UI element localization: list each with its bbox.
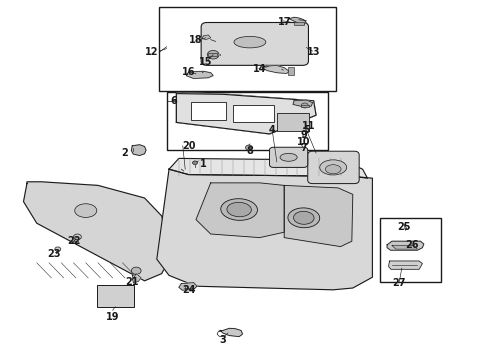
Ellipse shape bbox=[234, 36, 266, 48]
Text: 13: 13 bbox=[307, 47, 320, 57]
Polygon shape bbox=[157, 169, 372, 290]
Bar bbox=[97, 285, 134, 307]
FancyBboxPatch shape bbox=[270, 147, 308, 167]
Polygon shape bbox=[387, 241, 424, 250]
Bar bbox=[380, 218, 441, 282]
Polygon shape bbox=[169, 158, 368, 178]
Text: 7: 7 bbox=[300, 143, 307, 153]
Text: 11: 11 bbox=[302, 121, 316, 131]
Bar bbox=[191, 102, 226, 120]
Text: 21: 21 bbox=[125, 276, 139, 287]
Polygon shape bbox=[289, 17, 306, 24]
FancyBboxPatch shape bbox=[201, 22, 308, 65]
Ellipse shape bbox=[288, 208, 319, 228]
Text: 5: 5 bbox=[303, 125, 310, 135]
Ellipse shape bbox=[227, 202, 251, 217]
Polygon shape bbox=[186, 71, 213, 78]
Polygon shape bbox=[176, 94, 316, 134]
Text: 8: 8 bbox=[246, 146, 253, 156]
Polygon shape bbox=[202, 35, 211, 40]
Polygon shape bbox=[132, 274, 141, 283]
Polygon shape bbox=[392, 246, 417, 249]
Bar bbox=[233, 105, 274, 122]
Circle shape bbox=[74, 234, 81, 240]
Text: 17: 17 bbox=[277, 17, 291, 27]
Ellipse shape bbox=[294, 211, 314, 224]
Polygon shape bbox=[389, 261, 422, 269]
Text: 16: 16 bbox=[182, 67, 196, 77]
Ellipse shape bbox=[221, 199, 257, 220]
Ellipse shape bbox=[325, 165, 341, 174]
Ellipse shape bbox=[280, 153, 297, 161]
Polygon shape bbox=[220, 328, 243, 337]
Circle shape bbox=[245, 145, 252, 150]
Polygon shape bbox=[196, 183, 284, 238]
Polygon shape bbox=[176, 93, 316, 134]
Text: 1: 1 bbox=[200, 159, 207, 169]
Circle shape bbox=[55, 247, 61, 251]
Bar bbox=[159, 7, 336, 91]
Text: 14: 14 bbox=[253, 64, 267, 74]
Bar bbox=[167, 92, 328, 150]
Ellipse shape bbox=[319, 160, 347, 175]
Polygon shape bbox=[284, 185, 353, 247]
Bar bbox=[294, 22, 304, 25]
Text: 15: 15 bbox=[199, 57, 213, 67]
Circle shape bbox=[207, 50, 219, 59]
Polygon shape bbox=[131, 145, 146, 156]
Polygon shape bbox=[262, 66, 289, 73]
Text: 4: 4 bbox=[269, 125, 275, 135]
Text: 18: 18 bbox=[189, 35, 203, 45]
Polygon shape bbox=[24, 182, 169, 281]
Circle shape bbox=[131, 267, 141, 274]
Text: 20: 20 bbox=[182, 141, 196, 151]
Circle shape bbox=[301, 103, 308, 108]
Text: 2: 2 bbox=[122, 148, 128, 158]
Text: 9: 9 bbox=[300, 130, 307, 140]
Bar bbox=[208, 53, 217, 56]
Text: 24: 24 bbox=[182, 285, 196, 295]
Bar bbox=[301, 105, 309, 107]
Bar bbox=[288, 67, 294, 75]
Text: 6: 6 bbox=[171, 96, 177, 106]
Text: 23: 23 bbox=[47, 249, 61, 259]
Circle shape bbox=[193, 161, 197, 165]
Text: 25: 25 bbox=[397, 222, 411, 232]
Text: 3: 3 bbox=[220, 335, 226, 345]
Text: 10: 10 bbox=[297, 137, 311, 147]
Text: 26: 26 bbox=[405, 240, 418, 250]
Bar bbox=[73, 241, 78, 243]
Polygon shape bbox=[293, 100, 313, 107]
FancyBboxPatch shape bbox=[308, 151, 359, 184]
Ellipse shape bbox=[74, 204, 97, 217]
Polygon shape bbox=[179, 283, 197, 290]
Text: 19: 19 bbox=[106, 312, 120, 322]
Text: 27: 27 bbox=[392, 278, 406, 288]
Bar bbox=[277, 113, 309, 131]
Text: 22: 22 bbox=[67, 236, 80, 246]
Text: 12: 12 bbox=[145, 47, 159, 57]
